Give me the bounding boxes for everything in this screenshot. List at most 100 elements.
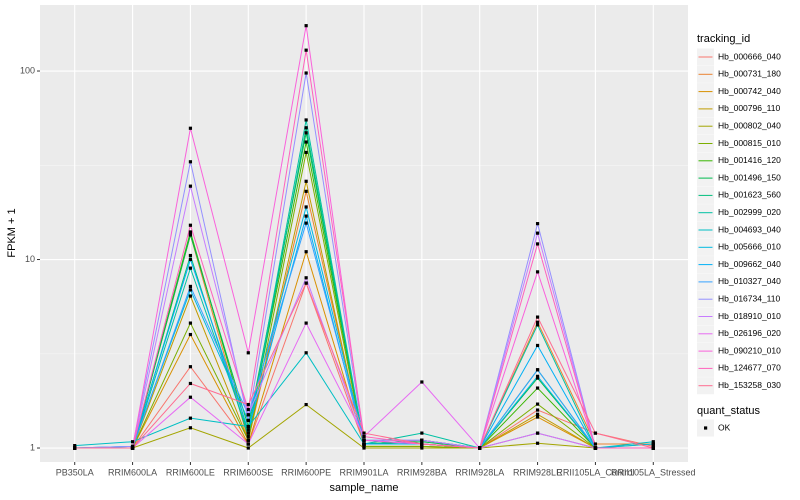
- x-tick-label: RRIM600LA: [108, 467, 157, 477]
- legend-label: Hb_005666_010: [718, 242, 781, 252]
- data-point: [188, 233, 193, 237]
- data-point: [246, 431, 250, 435]
- data-point: [362, 446, 366, 450]
- data-point: [246, 428, 250, 432]
- data-point: [535, 231, 540, 235]
- data-point: [651, 442, 655, 446]
- x-tick-label: PB350LA: [56, 467, 94, 477]
- data-point: [304, 71, 308, 75]
- legend-label: Hb_090210_010: [718, 345, 781, 355]
- legend-label: Hb_000742_040: [718, 86, 781, 96]
- x-tick-label: RRIM928BA: [397, 467, 447, 477]
- x-tick-label: RRIM600PE: [281, 467, 331, 477]
- data-point: [535, 441, 540, 445]
- data-point: [420, 438, 424, 442]
- data-point: [535, 386, 540, 390]
- data-point: [130, 440, 135, 444]
- data-point: [420, 442, 424, 446]
- data-point: [246, 438, 250, 442]
- data-point: [188, 230, 193, 234]
- legend-label: Hb_124677_070: [718, 363, 781, 373]
- data-point: [535, 402, 540, 406]
- data-point: [535, 412, 540, 416]
- data-point: [246, 424, 250, 429]
- data-point: [188, 332, 193, 337]
- data-point: [651, 440, 655, 444]
- data-point: [304, 221, 308, 225]
- data-point: [535, 431, 540, 435]
- x-tick-label: RRIM928LA: [455, 467, 504, 477]
- data-point: [246, 446, 250, 450]
- data-point: [188, 126, 193, 130]
- legend-label: Hb_000815_010: [718, 138, 781, 148]
- data-point: [188, 160, 193, 164]
- data-point: [304, 179, 308, 183]
- data-point: [246, 442, 250, 446]
- data-point: [362, 434, 366, 439]
- data-point: [246, 418, 250, 423]
- legend-label: Hb_010327_040: [718, 276, 781, 286]
- data-point: [188, 266, 193, 270]
- legend-label: Hb_000666_040: [718, 51, 781, 61]
- legend-label: Hb_018910_010: [718, 311, 781, 321]
- data-point: [188, 288, 193, 292]
- data-point: [188, 223, 193, 227]
- y-tick-label: 1: [30, 442, 35, 452]
- data-point: [130, 444, 135, 448]
- data-point: [246, 402, 250, 407]
- x-tick-label: RRIM600SE: [223, 467, 273, 477]
- legend-label: Hb_000796_110: [718, 103, 781, 113]
- data-point: [362, 438, 366, 442]
- legend-label: Hb_009662_040: [718, 259, 781, 269]
- x-tick-label: RRIM928LE: [513, 467, 562, 477]
- legend-swatch: [704, 426, 708, 430]
- legend-label: Hb_016734_110: [718, 293, 781, 303]
- x-tick-label: RRII105LA_Control: [556, 467, 634, 477]
- data-point: [651, 444, 655, 448]
- legend-label: Hb_001623_560: [718, 190, 781, 200]
- data-point: [535, 270, 540, 274]
- legend-title: tracking_id: [697, 33, 750, 45]
- data-point: [246, 413, 250, 417]
- data-point: [420, 431, 424, 435]
- data-point: [304, 276, 308, 280]
- legend-label: Hb_153258_030: [718, 380, 781, 390]
- data-point: [188, 365, 193, 369]
- data-point: [420, 380, 424, 384]
- legend-label: Hb_002999_020: [718, 207, 781, 217]
- data-point: [73, 446, 77, 450]
- data-point: [535, 408, 540, 412]
- data-point: [246, 351, 250, 355]
- data-point: [304, 150, 308, 155]
- data-point: [535, 242, 540, 246]
- data-point: [188, 321, 193, 325]
- data-point: [304, 281, 308, 285]
- data-point: [188, 284, 193, 289]
- y-axis-label: FPKM + 1: [6, 208, 18, 257]
- legend-title: quant_status: [697, 405, 760, 417]
- data-point: [304, 250, 308, 254]
- legend-label: Hb_000802_040: [718, 120, 781, 130]
- data-point: [362, 431, 366, 435]
- x-tick-label: RRIM901LA: [339, 467, 388, 477]
- data-point: [188, 294, 193, 298]
- data-point: [420, 446, 424, 450]
- data-point: [304, 24, 308, 28]
- data-point: [304, 140, 308, 144]
- data-point: [304, 402, 308, 407]
- data-point: [593, 446, 598, 450]
- data-point: [535, 374, 540, 378]
- data-point: [362, 442, 366, 446]
- legend-label: Hb_001496_150: [718, 172, 781, 182]
- data-point: [304, 118, 308, 122]
- data-point: [535, 376, 540, 380]
- data-point: [188, 426, 193, 430]
- data-point: [246, 434, 250, 439]
- y-tick-label: 10: [25, 254, 35, 264]
- x-axis-label: sample_name: [329, 482, 398, 494]
- x-tick-label: RRII105LA_Stressed: [611, 467, 696, 477]
- data-point: [188, 381, 193, 386]
- data-point: [188, 416, 193, 420]
- data-point: [188, 253, 193, 258]
